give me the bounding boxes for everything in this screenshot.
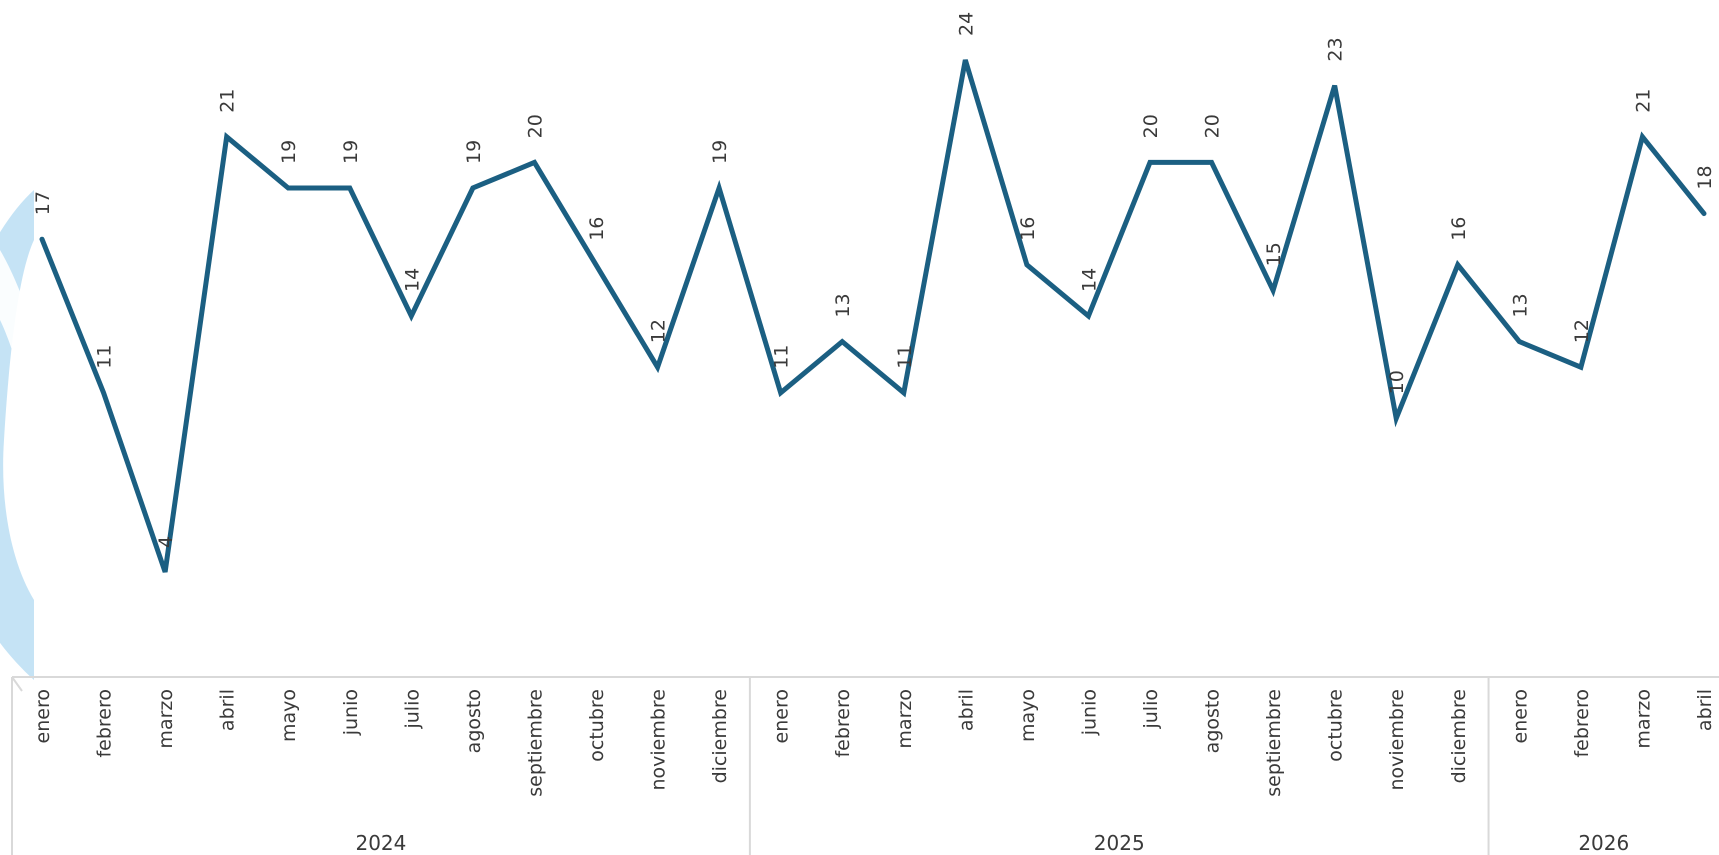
x-tick-label: julio [1140, 689, 1162, 730]
data-label: 13 [832, 293, 854, 317]
x-tick-label: febrero [1571, 689, 1593, 758]
data-label: 24 [955, 12, 977, 36]
data-label: 18 [1694, 165, 1716, 189]
background-decoration [0, 190, 34, 680]
x-tick-label: enero [771, 689, 793, 743]
data-label: 19 [278, 140, 300, 164]
data-label: 19 [340, 140, 362, 164]
data-label: 11 [894, 345, 916, 369]
data-label: 16 [1448, 217, 1470, 241]
data-label: 13 [1509, 293, 1531, 317]
x-tick-label: julio [401, 689, 423, 730]
x-tick-label: marzo [1632, 689, 1654, 749]
x-tick-label: agosto [463, 689, 485, 753]
x-tick-label: agosto [1202, 689, 1224, 753]
x-tick-label: noviembre [648, 689, 670, 791]
series-line-group [39, 59, 1707, 573]
x-tick-label: junio [340, 689, 362, 736]
data-label: 19 [463, 140, 485, 164]
data-label: 20 [1202, 114, 1224, 138]
year-label: 2026 [1578, 831, 1629, 855]
x-tick-labels: enero febrero marzo abril mayo junio julio agos… [32, 689, 1716, 797]
x-axis [11, 676, 1719, 855]
data-label: 14 [1078, 268, 1100, 292]
data-label: 16 [586, 217, 608, 241]
x-tick-label: septiembre [1263, 689, 1285, 797]
x-tick-label: enero [32, 689, 54, 743]
x-tick-label: febrero [94, 689, 116, 758]
x-tick-label: abril [1694, 689, 1716, 731]
x-tick-label: noviembre [1386, 689, 1408, 791]
series-line [39, 59, 1707, 573]
x-tick-label: mayo [1017, 689, 1039, 742]
data-label: 4 [155, 536, 177, 548]
data-label: 12 [648, 319, 670, 343]
data-label: 17 [32, 191, 54, 215]
x-tick-label: marzo [894, 689, 916, 749]
year-label: 2025 [1094, 831, 1145, 855]
data-label: 23 [1325, 37, 1347, 61]
data-label: 11 [94, 345, 116, 369]
x-tick-label: diciembre [709, 689, 731, 783]
data-label: 16 [1017, 217, 1039, 241]
x-tick-label: septiembre [524, 689, 546, 797]
x-tick-label: abril [955, 689, 977, 731]
data-label: 20 [524, 114, 546, 138]
x-tick-label: marzo [155, 689, 177, 749]
year-group-labels: 2024 2025 2026 [355, 831, 1629, 855]
x-tick-label: mayo [278, 689, 300, 742]
data-label: 10 [1386, 370, 1408, 394]
x-tick-label: octubre [1325, 689, 1347, 762]
data-label: 20 [1140, 114, 1162, 138]
axis-corner-tick [11, 676, 23, 692]
data-label: 21 [1632, 89, 1654, 113]
x-tick-label: diciembre [1448, 689, 1470, 783]
x-tick-label: octubre [586, 689, 608, 762]
data-label: 14 [401, 268, 423, 292]
x-tick-label: junio [1078, 689, 1100, 736]
year-label: 2024 [355, 831, 406, 855]
data-label: 12 [1571, 319, 1593, 343]
data-labels: 17 11 4 21 19 19 14 19 20 16 12 19 11 13 11 24 16 14 20 20 1… [32, 12, 1716, 548]
data-label: 21 [217, 89, 239, 113]
x-tick-label: febrero [832, 689, 854, 758]
background-swoosh-highlight [0, 250, 34, 420]
x-tick-label: abril [217, 689, 239, 731]
data-label: 15 [1263, 242, 1285, 266]
data-label: 19 [709, 140, 731, 164]
data-label: 11 [771, 345, 793, 369]
x-tick-label: enero [1509, 689, 1531, 743]
